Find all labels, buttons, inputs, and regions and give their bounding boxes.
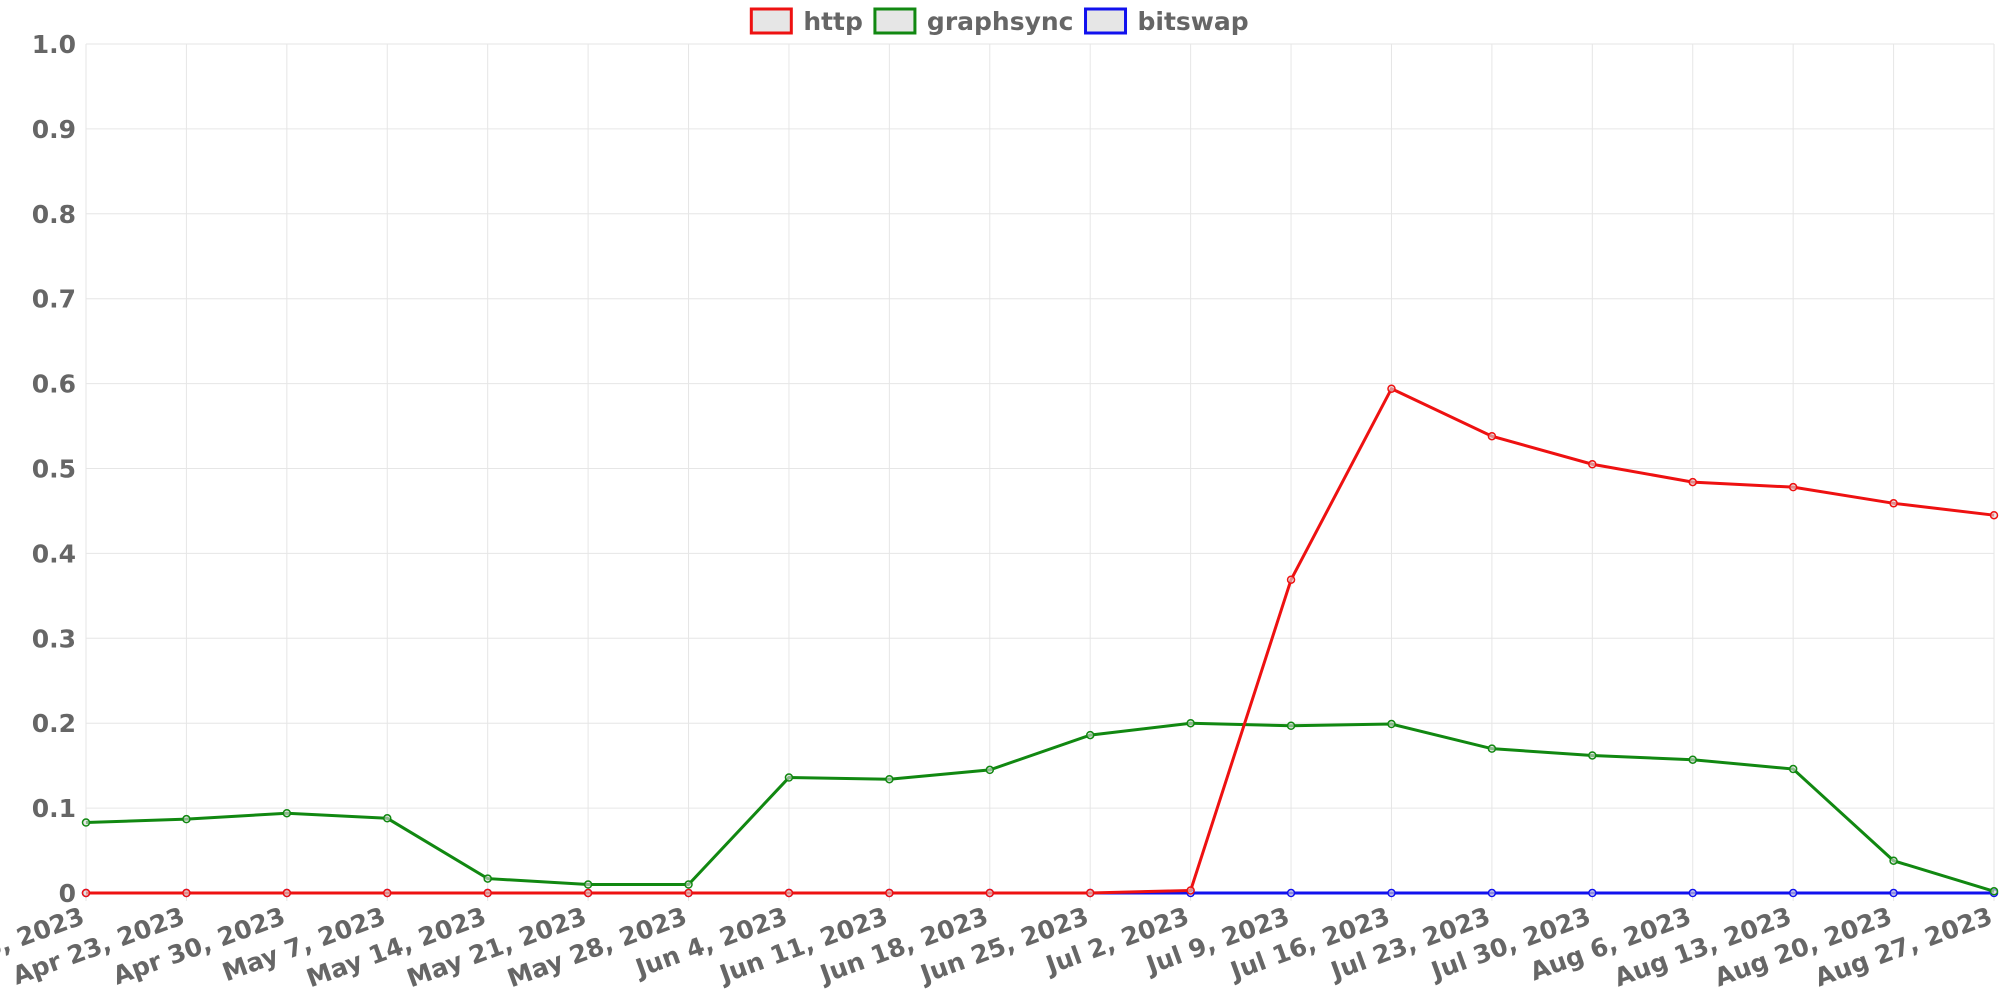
y-tick-label: 0.9 bbox=[32, 115, 76, 144]
y-tick-label: 1.0 bbox=[32, 30, 76, 59]
y-tick-label: 0.5 bbox=[32, 455, 76, 484]
series-line bbox=[86, 386, 1995, 895]
data-point bbox=[684, 880, 693, 889]
data-point bbox=[1487, 888, 1497, 898]
data-point bbox=[1788, 764, 1798, 774]
data-point bbox=[985, 765, 995, 775]
data-point bbox=[1588, 460, 1597, 469]
data-point bbox=[383, 888, 392, 898]
y-tick-label: 0.4 bbox=[32, 539, 76, 568]
data-point bbox=[784, 888, 794, 898]
data-point bbox=[483, 874, 492, 883]
data-point bbox=[1487, 431, 1497, 441]
data-point bbox=[81, 818, 91, 827]
data-point bbox=[885, 888, 894, 898]
legend-swatch bbox=[749, 7, 793, 35]
data-point bbox=[985, 888, 995, 898]
data-point bbox=[1889, 856, 1898, 865]
y-tick-label: 0.3 bbox=[32, 624, 76, 653]
legend-label: graphsync bbox=[927, 7, 1074, 36]
data-point bbox=[784, 773, 794, 782]
data-point bbox=[1286, 888, 1296, 898]
y-tick-label: 0.1 bbox=[32, 794, 76, 823]
data-point bbox=[282, 888, 292, 898]
legend-swatch bbox=[1084, 7, 1128, 35]
data-point bbox=[583, 880, 593, 889]
data-point bbox=[383, 814, 392, 823]
data-point bbox=[1989, 887, 1999, 896]
data-point bbox=[1588, 751, 1597, 760]
data-point bbox=[1387, 719, 1396, 729]
y-tick-label: 0 bbox=[59, 879, 76, 908]
data-point bbox=[483, 888, 492, 898]
legend-label: bitswap bbox=[1138, 7, 1249, 36]
y-tick-label: 0.8 bbox=[32, 200, 76, 229]
data-point bbox=[684, 888, 693, 898]
legend-swatch bbox=[873, 7, 917, 35]
data-point bbox=[81, 888, 91, 898]
data-point bbox=[1286, 721, 1296, 730]
data-point bbox=[1186, 886, 1195, 895]
data-point bbox=[182, 814, 191, 824]
y-tick-label: 0.2 bbox=[32, 709, 76, 738]
data-point bbox=[1688, 888, 1697, 898]
data-point bbox=[1889, 888, 1898, 898]
data-point bbox=[1688, 755, 1697, 764]
data-point bbox=[1085, 730, 1095, 740]
data-point bbox=[1688, 477, 1697, 487]
data-point bbox=[282, 808, 292, 818]
data-point bbox=[1387, 888, 1396, 898]
data-point bbox=[1286, 575, 1296, 584]
y-tick-label: 0.6 bbox=[32, 370, 76, 399]
data-point bbox=[1588, 888, 1597, 898]
data-point bbox=[885, 774, 894, 784]
legend: http graphsync bitswap bbox=[749, 7, 1249, 36]
data-point bbox=[1085, 888, 1095, 898]
y-tick-label: 0.7 bbox=[32, 285, 76, 314]
data-point bbox=[1487, 744, 1497, 753]
data-point bbox=[1387, 384, 1396, 393]
data-point bbox=[1186, 718, 1195, 728]
data-point bbox=[1788, 482, 1798, 492]
data-point bbox=[182, 888, 191, 898]
series-line bbox=[85, 721, 1995, 893]
data-point bbox=[1889, 499, 1898, 508]
data-point bbox=[1989, 510, 1999, 520]
data-point bbox=[1788, 888, 1798, 898]
legend-label: http bbox=[803, 7, 863, 36]
data-point bbox=[583, 888, 593, 898]
